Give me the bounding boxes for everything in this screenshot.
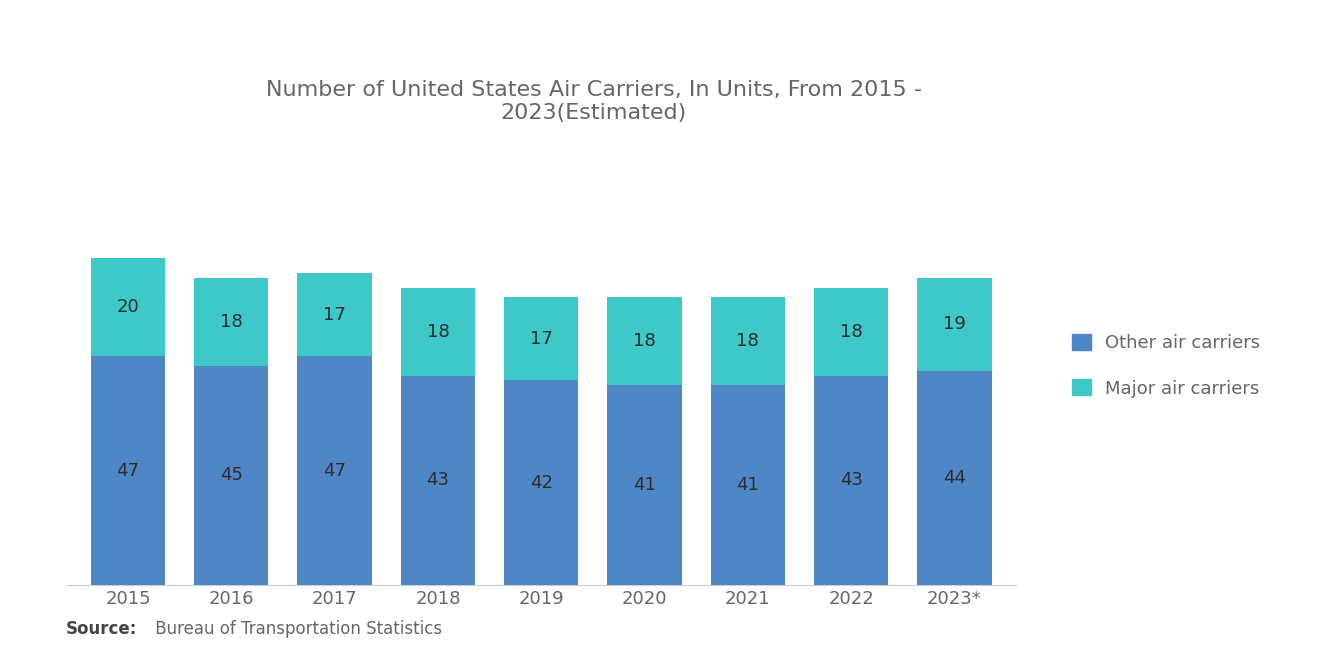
Text: 18: 18 — [840, 323, 862, 340]
Bar — [504, 380, 578, 585]
Text: 42: 42 — [529, 473, 553, 492]
Bar — [504, 297, 578, 380]
Bar — [297, 273, 372, 356]
Text: 43: 43 — [840, 471, 862, 489]
Text: Number of United States Air Carriers, In Units, From 2015 -
2023(Estimated): Number of United States Air Carriers, In… — [267, 80, 921, 123]
Bar — [814, 288, 888, 376]
Text: 19: 19 — [942, 315, 966, 333]
Text: 18: 18 — [220, 313, 243, 331]
Bar — [607, 297, 681, 385]
Bar — [194, 366, 268, 585]
Text: 44: 44 — [942, 469, 966, 487]
Bar — [194, 278, 268, 366]
Text: 18: 18 — [737, 332, 759, 350]
Bar — [917, 370, 991, 585]
Text: 17: 17 — [323, 305, 346, 324]
Bar — [91, 356, 165, 585]
Text: 17: 17 — [529, 330, 553, 348]
Text: 41: 41 — [737, 476, 759, 494]
Text: 20: 20 — [116, 298, 140, 317]
Bar — [401, 376, 475, 585]
Bar — [91, 259, 165, 356]
Bar — [917, 278, 991, 370]
Text: 43: 43 — [426, 471, 449, 489]
Text: 18: 18 — [426, 323, 449, 340]
Text: Bureau of Transportation Statistics: Bureau of Transportation Statistics — [150, 620, 442, 638]
Bar — [607, 385, 681, 585]
Legend: Other air carriers, Major air carriers: Other air carriers, Major air carriers — [1064, 325, 1269, 406]
Text: Source:: Source: — [66, 620, 137, 638]
Text: 41: 41 — [634, 476, 656, 494]
Text: 18: 18 — [634, 332, 656, 350]
Bar — [297, 356, 372, 585]
Bar — [814, 376, 888, 585]
Text: 47: 47 — [323, 462, 346, 479]
Bar — [710, 297, 785, 385]
Text: 45: 45 — [220, 466, 243, 485]
Bar — [401, 288, 475, 376]
Bar — [710, 385, 785, 585]
Text: 47: 47 — [116, 462, 140, 479]
